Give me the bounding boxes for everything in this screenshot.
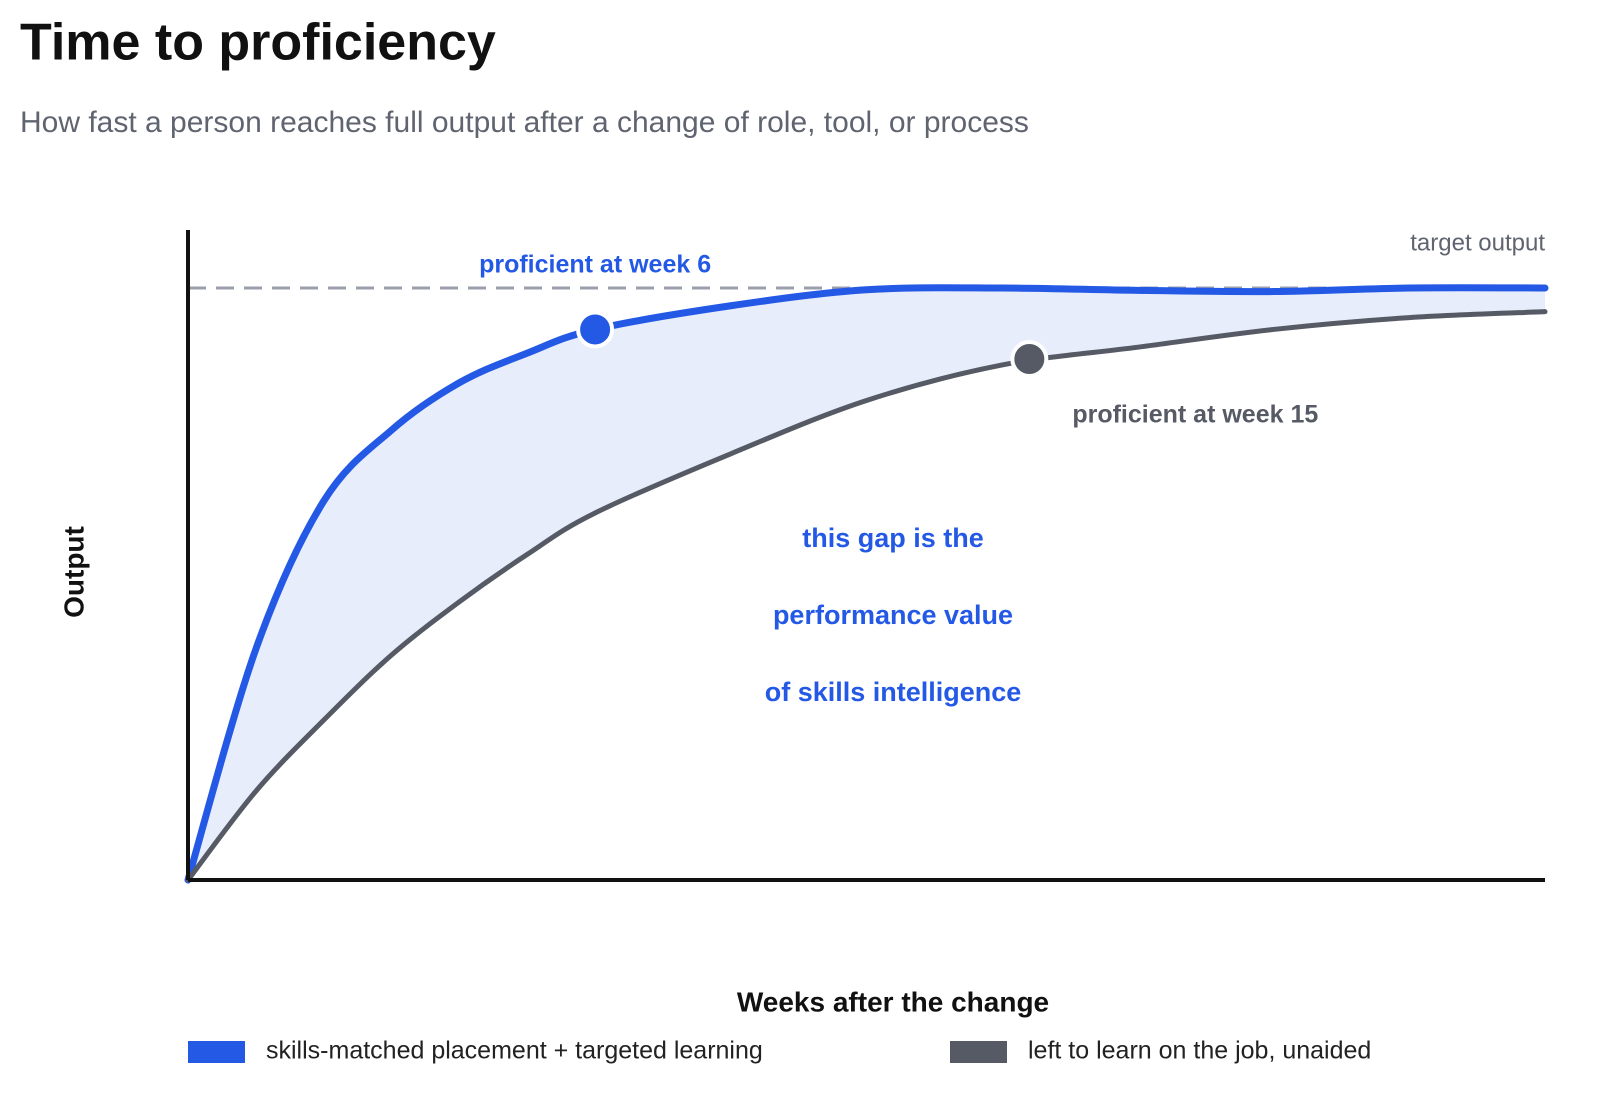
- legend-swatch: [950, 1041, 1007, 1063]
- y-axis-label: Output: [58, 526, 89, 618]
- gap-area: [188, 287, 1545, 880]
- milestone-marker: [576, 310, 615, 349]
- target-label: target output: [1410, 229, 1545, 256]
- milestone-label: proficient at week 15: [1072, 401, 1318, 429]
- series-line: [184, 284, 1549, 884]
- gap-note: performance value: [773, 600, 1013, 630]
- legend-swatch: [188, 1041, 245, 1063]
- series-line: [185, 309, 1548, 883]
- x-axis-label: Weeks after the change: [737, 986, 1049, 1017]
- milestone-label: proficient at week 6: [479, 251, 711, 279]
- legend-text: skills-matched placement + targeted lear…: [266, 1037, 763, 1065]
- gap-note: of skills intelligence: [765, 677, 1022, 707]
- milestone-marker: [1010, 340, 1049, 379]
- gap-note: this gap is the: [802, 523, 984, 553]
- legend-text: left to learn on the job, unaided: [1028, 1037, 1371, 1065]
- chart-title: Time to proficiency: [20, 14, 496, 72]
- chart-subtitle: How fast a person reaches full output af…: [20, 106, 1029, 139]
